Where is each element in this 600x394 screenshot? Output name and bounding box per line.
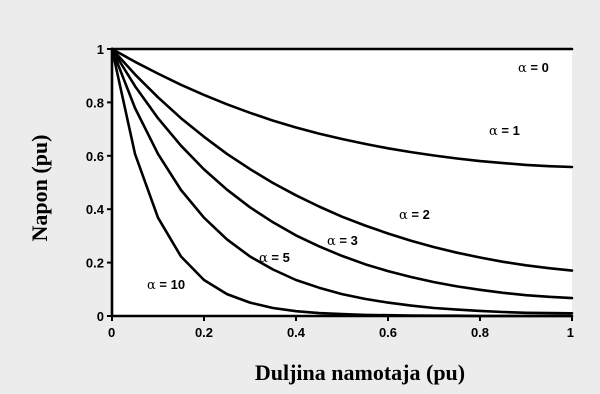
- x-tick-label: 0: [108, 325, 115, 340]
- series-line-alpha-3: [110, 47, 574, 300]
- x-axis-title: Duljina namotaja (pu): [255, 360, 465, 385]
- series-label-alpha-0: α = 0: [518, 60, 549, 76]
- x-tick-label: 0.8: [471, 325, 489, 340]
- y-tick-label: 0.6: [86, 149, 104, 164]
- series-line-alpha-5: [110, 47, 574, 315]
- y-axis-ticks: 0 0.2 0.4 0.6 0.8 1: [86, 42, 112, 324]
- series-label-alpha-3: α = 3: [327, 233, 358, 249]
- y-tick-label: 0.8: [86, 95, 104, 110]
- y-axis-title: Napon (pu): [27, 135, 52, 242]
- x-tick-label: 0.6: [379, 325, 397, 340]
- series-line-alpha-2: [110, 47, 574, 272]
- y-tick-label: 0: [97, 309, 104, 324]
- series-label-alpha-2: α = 2: [399, 207, 430, 223]
- x-tick-label: 0.4: [287, 325, 306, 340]
- series-label-alpha-10: α = 10: [147, 277, 185, 293]
- y-tick-label: 0.4: [86, 202, 105, 217]
- series-labels: α = 0 α = 1 α = 2 α = 3 α = 5 α = 10: [147, 60, 549, 293]
- series-label-alpha-5: α = 5: [259, 250, 290, 266]
- plot-area: [112, 49, 572, 316]
- y-tick-label: 0.2: [86, 256, 104, 271]
- series-line-alpha-1: [110, 47, 574, 169]
- x-tick-label: 0.2: [195, 325, 213, 340]
- y-tick-label: 1: [97, 42, 104, 57]
- x-tick-label: 1: [567, 325, 574, 340]
- series-label-alpha-1: α = 1: [489, 123, 520, 139]
- x-axis-ticks: 0 0.2 0.4 0.6 0.8 1: [108, 316, 574, 340]
